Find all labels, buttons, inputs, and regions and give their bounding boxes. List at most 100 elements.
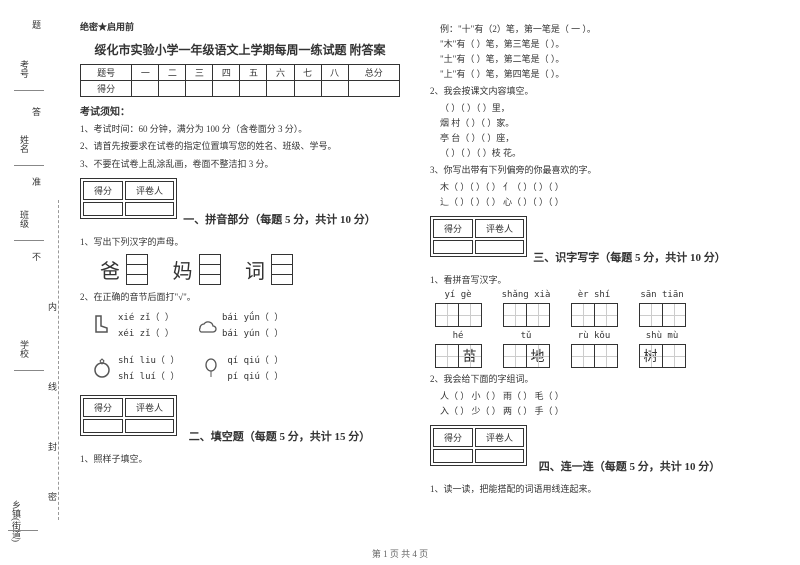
score-box: 得分评卷人 [80, 178, 177, 219]
score-label: 得分 [433, 428, 473, 447]
pomegranate-icon [90, 356, 114, 380]
pinyin-option[interactable]: qí qiú（ ） [227, 353, 283, 366]
cloud-icon [194, 313, 218, 337]
tianzi-row: hé苗 tǔ地 rù kǒu shù mù树 [430, 331, 740, 368]
page-footer: 第 1 页 共 4 页 [0, 547, 800, 560]
example-line: 例："十"有（2）笔，第一笔是（ 一 ）。 [440, 22, 740, 35]
balloon-icon [199, 356, 223, 380]
fill-line[interactable]: "上"有（ ）笔，第四笔是（ ）。 [440, 67, 740, 80]
pinyin-option[interactable]: pí qiú（ ） [227, 369, 283, 382]
margin-char: 内 [48, 300, 57, 313]
answer-grid[interactable] [199, 254, 220, 284]
pinyin-option[interactable]: xié zǐ（ ） [118, 310, 174, 323]
header-cell: 题号 [81, 65, 132, 81]
margin-label: 姓名 [18, 135, 31, 153]
fill-line[interactable]: 人（ ） 小（ ） 雨（ ） 毛（ ） [440, 389, 740, 402]
tianzi-cell[interactable] [503, 303, 527, 327]
pinyin-label: shǎng xià [498, 290, 554, 300]
header-cell: 一 [132, 65, 159, 81]
tianzi-cell[interactable] [503, 344, 527, 368]
margin-char: 答 [32, 105, 41, 118]
fill-line[interactable]: "土"有（ ）笔，第二笔是（ ）。 [440, 52, 740, 65]
question-2-2: 2、我会按课文内容填空。 [430, 84, 740, 97]
notice-item: 3、不要在试卷上乱涂乱画，卷面不整洁扣 3 分。 [80, 157, 400, 171]
margin-char: 密 [48, 490, 57, 503]
tianzi-cell[interactable] [594, 303, 618, 327]
margin-label: 考号 [18, 60, 31, 78]
pinyin-option[interactable]: xéi zǐ（ ） [118, 326, 174, 339]
tianzi-cell[interactable] [571, 303, 595, 327]
tianzi-cell[interactable] [571, 344, 595, 368]
margin-char: 封 [48, 440, 57, 453]
notice-title: 考试须知： [80, 103, 400, 118]
notice-item: 1、考试时间：60 分钟，满分为 100 分（含卷面分 3 分）。 [80, 122, 400, 136]
pinyin-label: èr shí [566, 290, 622, 300]
tianzi-cell[interactable] [526, 303, 550, 327]
score-box: 得分评卷人 [430, 216, 527, 257]
tianzi-filled: 苗 [458, 344, 482, 368]
section-title-1: 一、拼音部分（每题 5 分，共计 10 分） [180, 211, 380, 227]
tianzi-cell[interactable] [639, 303, 663, 327]
pinyin-label: shù mù [634, 331, 690, 341]
tianzi-cell[interactable] [662, 344, 686, 368]
header-cell: 总分 [348, 65, 399, 81]
tianzi-filled: 地 [526, 344, 550, 368]
grader-label: 评卷人 [125, 181, 174, 200]
question-2-3: 3、你写出带有下列偏旁的你最喜欢的字。 [430, 163, 740, 176]
exam-title: 绥化市实验小学一年级语文上学期每周一练试题 附答案 [80, 41, 400, 58]
header-cell: 六 [267, 65, 294, 81]
score-box: 得分评卷人 [430, 425, 527, 466]
section-title-4: 四、连一连（每题 5 分，共计 10 分） [530, 458, 730, 474]
question-1-1: 1、写出下列汉字的声母。 [80, 235, 400, 248]
grader-label: 评卷人 [125, 398, 174, 417]
section-title-3: 三、识字写字（每题 5 分，共计 10 分） [530, 249, 730, 265]
grader-label: 评卷人 [475, 428, 524, 447]
pinyin-label: yí gè [430, 290, 486, 300]
grader-label: 评卷人 [475, 219, 524, 238]
char: 妈 [173, 255, 193, 284]
pinyin-option[interactable]: bái yún（ ） [222, 326, 283, 339]
score-header-table: 题号 一 二 三 四 五 六 七 八 总分 得分 [80, 64, 400, 97]
header-cell: 七 [294, 65, 321, 81]
header-cell: 二 [159, 65, 186, 81]
tianzi-cell[interactable] [435, 344, 459, 368]
tianzi-cell[interactable] [435, 303, 459, 327]
notice-item: 2、请首先按要求在试卷的指定位置填写您的姓名、班级、学号。 [80, 139, 400, 153]
header-cell: 八 [321, 65, 348, 81]
pinyin-label: hé [430, 331, 486, 341]
margin-label: 题 [30, 20, 43, 29]
fill-line[interactable]: （ ）（ ）（ ）里， [440, 101, 740, 114]
fill-line[interactable]: 烟 村（ ）（ ）家。 [440, 116, 740, 129]
char: 词 [245, 255, 265, 284]
fill-line[interactable]: 入（ ） 少（ ） 两（ ） 手（ ） [440, 404, 740, 417]
answer-grid[interactable] [127, 254, 148, 284]
tianzi-filled: 树 [639, 344, 663, 368]
fill-line[interactable]: 亭 台（ ）（ ）座， [440, 131, 740, 144]
pinyin-option[interactable]: shí luí（ ） [118, 369, 179, 382]
left-column: 绝密★启用前 绥化市实验小学一年级语文上学期每周一练试题 附答案 题号 一 二 … [70, 20, 410, 550]
pinyin-label: rù kǒu [566, 331, 622, 341]
fill-line[interactable]: 辶（ ）（ ）（ ） 心（ ）（ ）（ ） [440, 195, 740, 208]
tianzi-cell[interactable] [594, 344, 618, 368]
question-3-2: 2、我会给下面的字组词。 [430, 372, 740, 385]
header-cell: 四 [213, 65, 240, 81]
tianzi-cell[interactable] [662, 303, 686, 327]
question-3-1: 1、看拼音写汉字。 [430, 273, 740, 286]
score-label-cell: 得分 [81, 81, 132, 97]
fill-line[interactable]: "木"有（ ）笔，第三笔是（ ）。 [440, 37, 740, 50]
score-label: 得分 [433, 219, 473, 238]
section-title-2: 二、填空题（每题 5 分，共计 15 分） [180, 428, 380, 444]
answer-grid[interactable] [272, 254, 293, 284]
pinyin-option[interactable]: shí liu（ ） [118, 353, 179, 366]
margin-label: 学校 [18, 340, 31, 358]
char: 爸 [100, 255, 120, 284]
pinyin-option[interactable]: bái yǘn（ ） [222, 310, 283, 323]
score-label: 得分 [83, 398, 123, 417]
margin-label: 乡镇(街道) [10, 500, 23, 542]
tianzi-cell[interactable] [458, 303, 482, 327]
header-cell: 三 [186, 65, 213, 81]
boots-icon [90, 313, 114, 337]
question-1-2: 2、在正确的音节后面打"√"。 [80, 290, 400, 303]
fill-line[interactable]: （ ）（ ）（ ）枝 花。 [440, 146, 740, 159]
fill-line[interactable]: 木（ ）（ ）（ ） 亻（ ）（ ）（ ） [440, 180, 740, 193]
